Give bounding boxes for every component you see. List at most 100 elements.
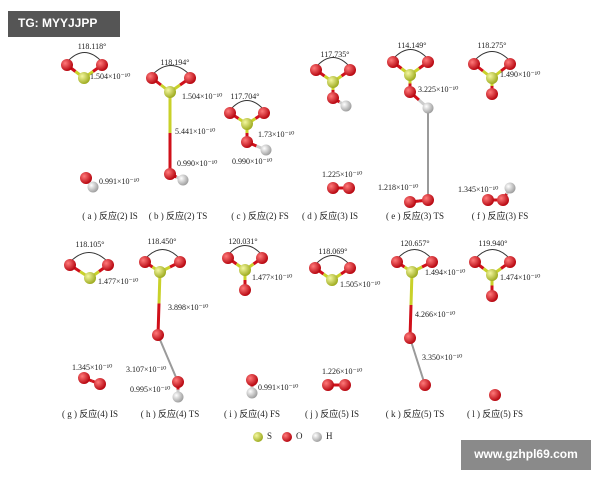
atom-H (87, 181, 99, 193)
bond-label: 118.069° (319, 247, 348, 256)
atom-O (339, 379, 351, 391)
angle-arc (69, 252, 109, 263)
atom-S (486, 72, 498, 84)
bond-label: 117.735° (321, 50, 350, 59)
bond-label: 118.105° (76, 240, 105, 249)
atom-O (94, 378, 106, 390)
bond-label: 4.266×10⁻¹⁰ (415, 310, 455, 319)
bond-label: 1.73×10⁻¹⁰ (258, 130, 294, 139)
panel-caption: ( f ) 反应(3) FS (472, 210, 529, 221)
atom-O (343, 182, 355, 194)
atom-H (260, 144, 272, 156)
atom-O (241, 136, 253, 148)
atom-O (224, 107, 236, 119)
atom-O (139, 256, 151, 268)
bond-label: 1.504×10⁻¹⁰ (90, 72, 130, 81)
atom-O (504, 58, 516, 70)
atom-O (469, 256, 481, 268)
atom-O (322, 379, 334, 391)
atom-S (327, 76, 339, 88)
bond-label: 120.657° (400, 239, 429, 248)
angle-arc (144, 249, 181, 260)
atom-S (78, 72, 90, 84)
bond-label: 117.704° (231, 92, 260, 101)
long-bond (157, 334, 179, 383)
atom-O (222, 252, 234, 264)
panel-caption: ( k ) 反应(5) TS (386, 408, 445, 419)
panel-caption: ( a ) 反应(2) IS (82, 210, 138, 221)
atom-O (152, 329, 164, 341)
watermark: TG: MYYJJPP (18, 16, 97, 30)
atom-O (497, 194, 509, 206)
atom-O (419, 379, 431, 391)
atom-O (174, 256, 186, 268)
atom-H (246, 387, 258, 399)
atom-O (404, 332, 416, 344)
long-bond (409, 337, 426, 386)
bond-label: 1.494×10⁻¹⁰ (425, 268, 465, 277)
atom-O (256, 252, 268, 264)
legend-atom (312, 432, 322, 442)
bond-label: 3.225×10⁻¹⁰ (418, 85, 458, 94)
angle-arc (229, 100, 265, 111)
atom-O (164, 168, 176, 180)
atom-O (96, 59, 108, 71)
bond-label: 1.474×10⁻¹⁰ (500, 273, 540, 282)
bond-label: 114.149° (398, 41, 427, 50)
angle-arc (314, 255, 351, 266)
atom-O (146, 72, 158, 84)
atom-O (327, 182, 339, 194)
atom-S (84, 272, 96, 284)
atom-O (404, 196, 416, 208)
atom-S (404, 69, 416, 81)
atom-O (239, 284, 251, 296)
atom-O (246, 374, 258, 386)
atom-O (344, 64, 356, 76)
bond-label: 1.490×10⁻¹⁰ (500, 70, 540, 79)
atom-H (422, 102, 434, 114)
atom-O (504, 256, 516, 268)
atom-O (422, 56, 434, 68)
bond-label: 1.477×10⁻¹⁰ (252, 273, 292, 282)
angle-arc (151, 65, 191, 76)
atom-O (184, 72, 196, 84)
atom-O (489, 389, 501, 401)
atom-O (486, 88, 498, 100)
panel-caption: ( e ) 反应(3) TS (386, 210, 444, 221)
bond-label: 1.226×10⁻¹⁰ (322, 367, 362, 376)
bond-label: 1.477×10⁻¹⁰ (98, 277, 138, 286)
atom-O (309, 262, 321, 274)
bond-label: 0.990×10⁻¹⁰ (177, 159, 217, 168)
bond-label: 3.107×10⁻¹⁰ (126, 365, 166, 374)
panel-caption: ( j ) 反应(5) IS (305, 408, 359, 419)
molecules: 118.118° 1.504×10⁻¹⁰ 0.991×10⁻¹⁰ ( a ) 反应(2… (61, 41, 540, 442)
atom-O (310, 64, 322, 76)
bond-label: 1.345×10⁻¹⁰ (458, 185, 498, 194)
atom-O (422, 194, 434, 206)
legend-atom (282, 432, 292, 442)
atom-S (326, 274, 338, 286)
atom-S (164, 86, 176, 98)
bond-label: 0.991×10⁻¹⁰ (99, 177, 139, 186)
atom-O (404, 86, 416, 98)
atom-O (102, 259, 114, 271)
angle-arc (66, 52, 103, 63)
panel-caption: ( i ) 反应(4) FS (224, 408, 280, 419)
atom-O (78, 372, 90, 384)
bond-label: 5.441×10⁻¹⁰ (175, 127, 215, 136)
panel-caption: ( h ) 反应(4) TS (141, 408, 200, 419)
atom-O (61, 59, 73, 71)
bond-label: 1.345×10⁻¹⁰ (72, 363, 112, 372)
legend-label: S (267, 431, 272, 441)
bond-label: 118.450° (148, 237, 177, 246)
atom-S (239, 264, 251, 276)
panel-caption: ( b ) 反应(2) TS (149, 210, 208, 221)
atom-O (258, 107, 270, 119)
atom-O (327, 92, 339, 104)
atom-O (344, 262, 356, 274)
panel-caption: ( g ) 反应(4) IS (62, 408, 118, 419)
atom-O (387, 56, 399, 68)
bond-label: 118.275° (478, 41, 507, 50)
